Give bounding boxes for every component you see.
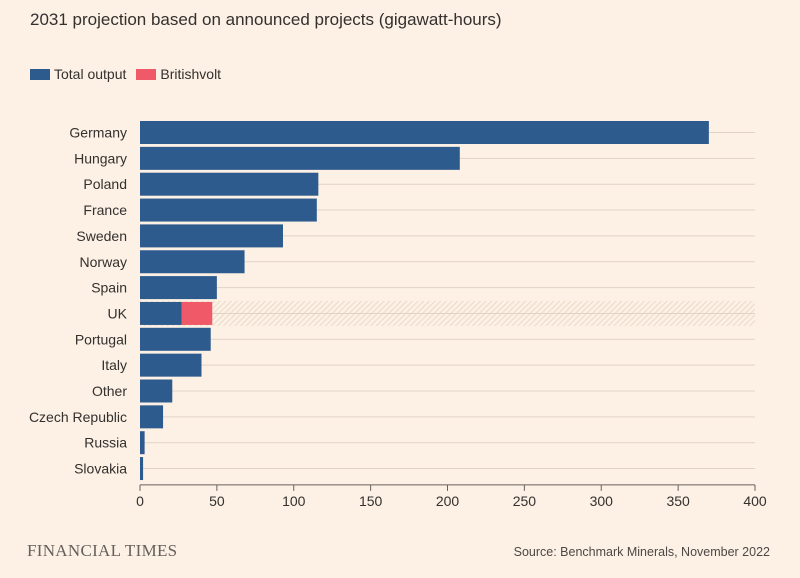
x-tick-label-350: 350 [666,493,690,509]
bar-czech-republic-total-output [140,405,164,429]
category-label-uk: UK [108,305,128,321]
legend-item-britishvolt: Britishvolt [136,66,221,82]
bar-other-total-output [140,379,173,403]
bar-poland-total-output [140,172,319,196]
legend-swatch-total-output [30,68,50,80]
bar-france-total-output [140,198,317,222]
chart-legend: Total output Britishvolt [30,66,231,82]
category-label-norway: Norway [80,254,127,270]
bar-slovakia-total-output [140,457,144,481]
category-label-russia: Russia [84,435,127,451]
x-tick-label-200: 200 [436,493,460,509]
bar-sweden-total-output [140,224,283,248]
category-label-poland: Poland [83,176,127,192]
legend-item-total-output: Total output [30,66,126,82]
category-label-sweden: Sweden [76,228,127,244]
x-tick-label-400: 400 [743,493,767,509]
chart-title: 2031 projection based on announced proje… [30,10,502,29]
category-label-france: France [83,202,127,218]
brand-logo: FINANCIAL TIMES [27,541,178,560]
x-tick-label-300: 300 [590,493,614,509]
bar-germany-total-output [140,121,709,144]
bar-italy-total-output [140,353,202,377]
bar-norway-total-output [140,250,245,274]
x-tick-label-50: 50 [209,493,225,509]
category-label-italy: Italy [101,357,127,373]
category-label-germany: Germany [69,125,127,141]
bar-uk-total-output [140,301,182,325]
x-tick-label-150: 150 [359,493,383,509]
bar-spain-total-output [140,276,217,300]
category-label-czech-republic: Czech Republic [29,409,127,425]
category-label-hungary: Hungary [74,150,127,166]
bar-portugal-total-output [140,327,211,351]
legend-label-britishvolt: Britishvolt [160,66,222,82]
x-tick-label-100: 100 [282,493,306,509]
x-tick-label-0: 0 [136,493,144,509]
bar-russia-total-output [140,431,145,455]
x-tick-label-250: 250 [513,493,537,509]
category-label-portugal: Portugal [75,331,127,347]
category-label-other: Other [92,383,127,399]
bar-hungary-total-output [140,146,460,170]
category-label-spain: Spain [91,280,127,296]
source-note: Source: Benchmark Minerals, November 202… [513,545,770,559]
legend-label-total-output: Total output [54,66,127,82]
bar-uk-britishvolt [181,301,213,325]
category-label-slovakia: Slovakia [74,461,127,477]
legend-swatch-britishvolt [136,68,157,80]
